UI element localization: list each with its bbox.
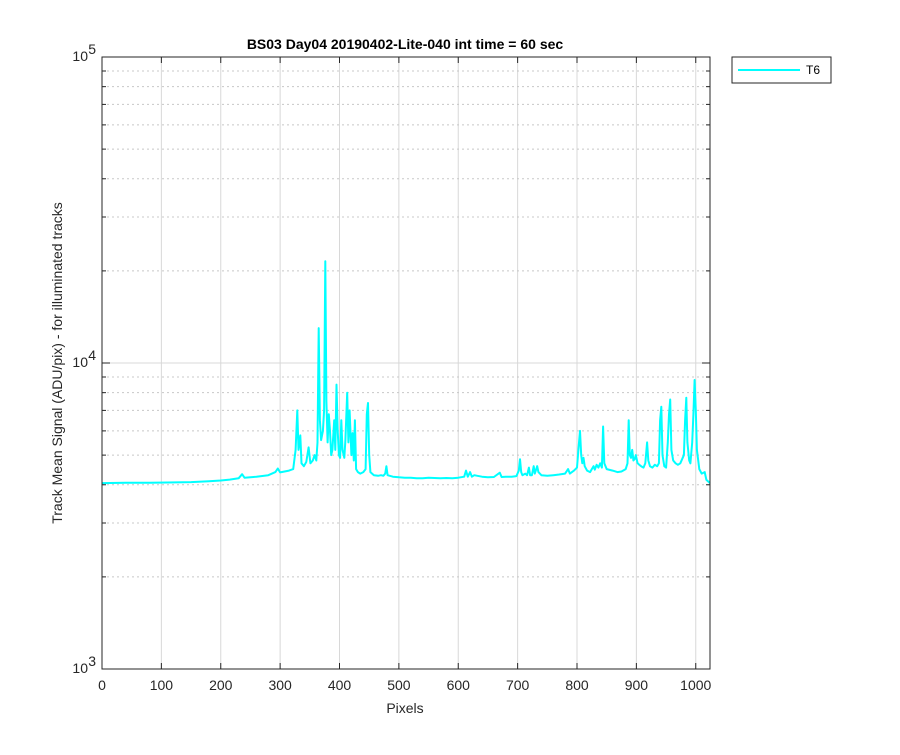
x-tick-label: 300	[268, 677, 292, 693]
grid	[102, 57, 710, 669]
x-tick-label: 900	[625, 677, 649, 693]
x-tick-label: 500	[387, 677, 411, 693]
x-tick-label: 700	[506, 677, 530, 693]
ticks	[101, 56, 710, 670]
x-axis-label: Pixels	[386, 700, 423, 716]
x-tick-label: 200	[209, 677, 233, 693]
y-tick-base: 10	[72, 354, 88, 370]
y-tick-exponent: 5	[88, 41, 96, 57]
y-tick-base: 10	[72, 660, 88, 676]
y-tick-exponent: 4	[88, 347, 96, 363]
chart-title: BS03 Day04 20190402-Lite-040 int time = …	[247, 36, 564, 52]
x-tick-label: 100	[150, 677, 174, 693]
y-tick-label: 10	[72, 660, 88, 676]
series-line-T6	[101, 260, 711, 485]
y-tick-exponent: 3	[88, 653, 96, 669]
x-tick-label: 1000	[680, 677, 711, 693]
x-tick-label: 800	[565, 677, 589, 693]
y-tick-base: 10	[72, 48, 88, 64]
x-tick-label: 400	[328, 677, 352, 693]
y-tick-label: 10	[72, 48, 88, 64]
series-layer	[101, 260, 711, 485]
x-tick-label: 600	[447, 677, 471, 693]
legend: T6	[731, 56, 832, 84]
x-tick-label: 0	[98, 677, 106, 693]
legend-entry: T6	[806, 63, 820, 77]
y-axis-label: Track Mean Signal (ADU/pix) - for illumi…	[49, 202, 65, 524]
y-tick-label: 10	[72, 354, 88, 370]
